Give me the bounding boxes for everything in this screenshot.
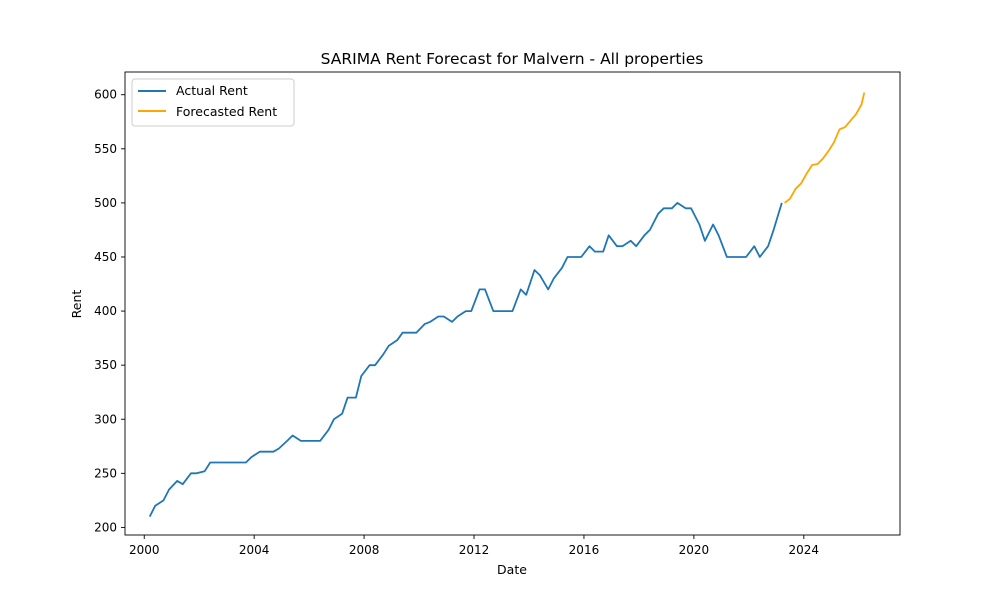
y-tick-label: 350 [94,358,117,372]
legend-label-forecasted-rent: Forecasted Rent [176,104,277,119]
y-tick-label: 500 [94,196,117,210]
legend-label-actual-rent: Actual Rent [176,83,248,98]
legend: Actual Rent Forecasted Rent [131,78,295,127]
series-layer [148,92,866,518]
series-line-actual-rent [148,201,783,518]
y-tick-label: 450 [94,250,117,264]
y-axis-label: Rent [69,290,84,319]
x-tick-label: 2012 [459,543,490,557]
x-tick-label: 2016 [569,543,600,557]
plot-area [124,71,901,536]
y-tick-label: 400 [94,304,117,318]
y-tick-label: 300 [94,412,117,426]
y-tick-label: 550 [94,142,117,156]
x-tick-label: 2020 [679,543,710,557]
chart-title: SARIMA Rent Forecast for Malvern - All p… [321,50,704,68]
y-tick-label: 600 [94,88,117,102]
y-axis: 200 250 300 350 400 450 500 550 600 [94,88,125,534]
x-axis: 2000 2004 2008 2012 2016 2020 2024 [129,535,819,557]
legend-box [131,78,295,127]
x-tick-label: 2004 [239,543,270,557]
y-tick-label: 200 [94,520,117,534]
x-tick-label: 2024 [789,543,820,557]
series-line-forecasted-rent [784,92,866,204]
x-tick-label: 2008 [349,543,380,557]
x-tick-label: 2000 [129,543,160,557]
x-axis-label: Date [497,562,527,577]
y-tick-label: 250 [94,466,117,480]
